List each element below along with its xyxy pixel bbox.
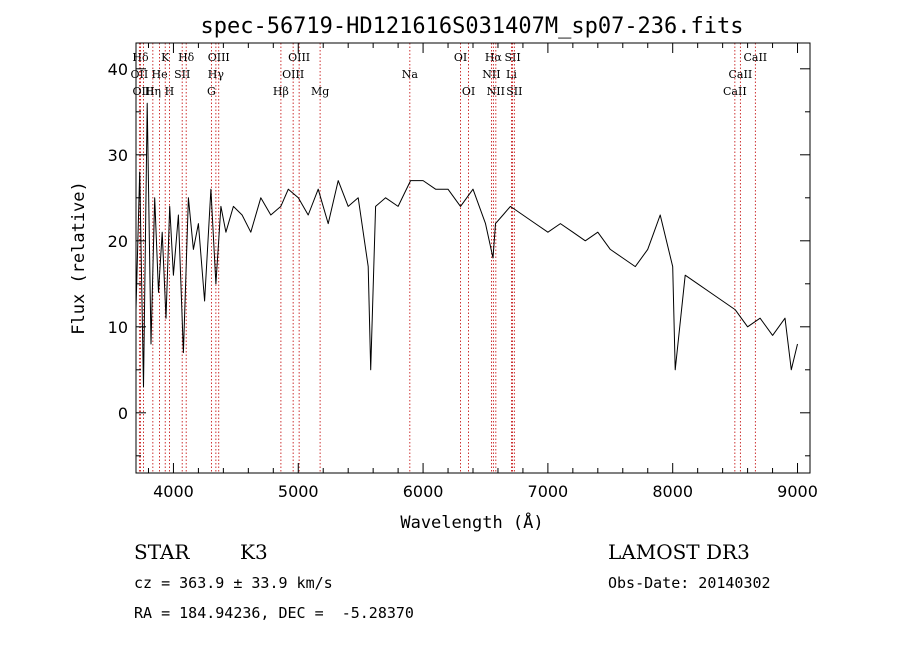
line-label-16: Na [402, 68, 419, 81]
line-label-5: Hη [145, 85, 161, 98]
plot-frame [135, 42, 811, 474]
line-label-21: NII [487, 85, 505, 98]
emission-line-markers: Hδ OII OIII K He Hη SII H Hδ OIII Hγ G OIII OIII Hβ Mg N… [131, 43, 767, 473]
axes: 4000 5000 6000 7000 8000 9000 0 10 20 30 40 [108, 43, 818, 501]
line-label-26: CaII [729, 68, 753, 81]
y-tick-label-0: 0 [118, 404, 128, 423]
line-label-24: SII [506, 85, 522, 98]
line-label-3: K [161, 51, 170, 64]
line-label-7: H [165, 85, 175, 98]
x-tick-label-0: 4000 [153, 482, 194, 501]
line-label-18: OI [462, 85, 475, 98]
line-label-4: He [152, 68, 168, 81]
line-label-20: NII [482, 68, 500, 81]
spectrum-series [135, 102, 798, 388]
y-tick-label-3: 30 [108, 146, 128, 165]
redshift-value: cz = 363.9 ± 33.9 km/s [134, 574, 333, 592]
line-label-8: Hδ [178, 51, 195, 64]
line-label-9: OIII [208, 51, 230, 64]
x-tick-label-1: 5000 [278, 482, 319, 501]
y-tick-label-1: 10 [108, 318, 128, 337]
line-label-6: SII [174, 68, 190, 81]
object-class: STAR [134, 540, 190, 564]
spectrum-line [135, 102, 798, 388]
line-label-11: G [207, 85, 216, 98]
line-label-19: Hα [485, 51, 503, 64]
x-tick-label-3: 7000 [528, 482, 569, 501]
line-label-1: OII [131, 68, 149, 81]
line-label-17: OI [454, 51, 467, 64]
line-label-10: Hγ [208, 68, 225, 81]
x-axis-label: Wavelength (Å) [400, 511, 543, 533]
x-tick-label-2: 6000 [403, 482, 444, 501]
line-label-14: Hβ [273, 85, 289, 98]
line-label-25: CaII [743, 51, 767, 64]
coordinates: RA = 184.94236, DEC = -5.28370 [134, 604, 414, 622]
chart-title: spec-56719-HD121616S031407M_sp07-236.fit… [200, 14, 743, 39]
y-axis-label: Flux (relative) [69, 181, 89, 335]
y-tick-label-2: 20 [108, 232, 128, 251]
survey-name: LAMOST DR3 [608, 540, 750, 564]
line-label-2: OIII [132, 85, 154, 98]
line-label-12: OIII [288, 51, 310, 64]
object-subclass: K3 [240, 540, 268, 564]
line-label-27: CaII [723, 85, 747, 98]
obs-date: Obs-Date: 20140302 [608, 574, 771, 592]
x-tick-label-5: 9000 [777, 482, 818, 501]
x-tick-label-4: 8000 [652, 482, 693, 501]
y-tick-label-4: 40 [108, 60, 128, 79]
line-label-15: Mg [311, 85, 329, 98]
line-label-0: Hδ [132, 51, 149, 64]
line-label-13: OIII [282, 68, 304, 81]
line-label-22: SII [504, 51, 520, 64]
line-label-23: Li [506, 68, 517, 81]
